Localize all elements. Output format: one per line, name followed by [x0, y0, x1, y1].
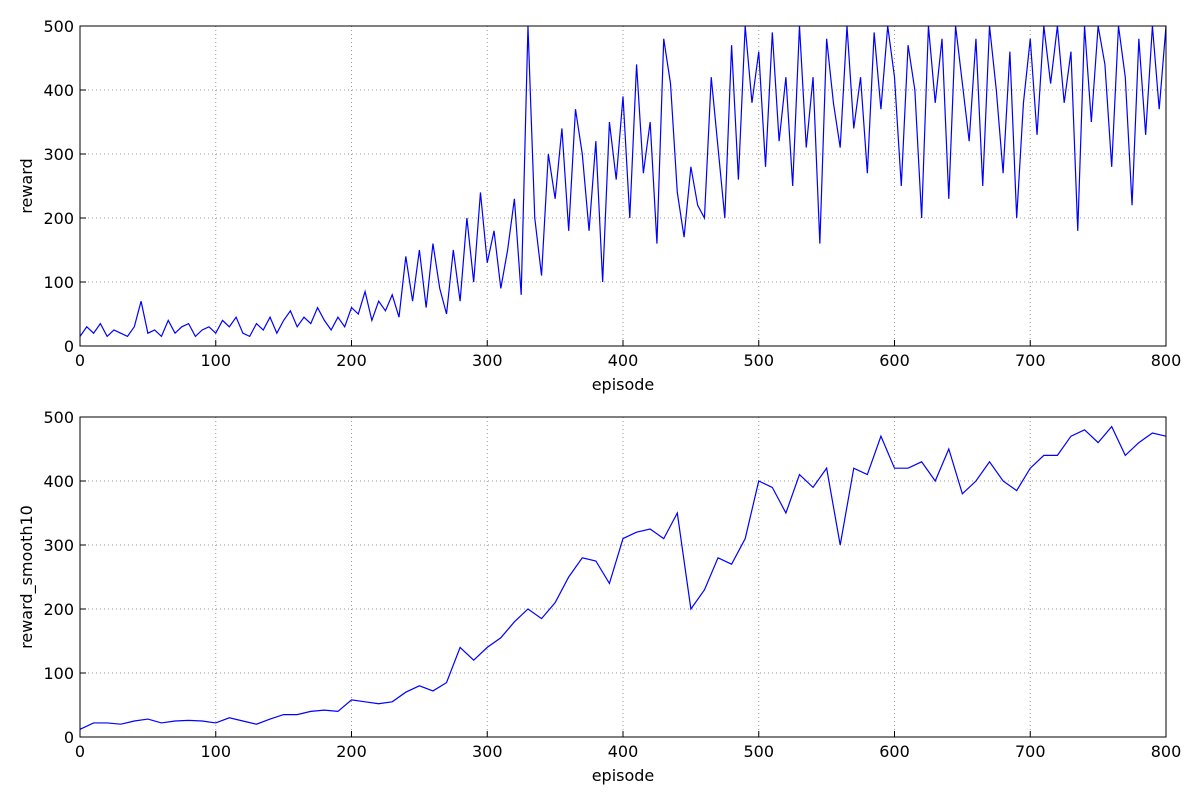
x-tick-label: 700	[1015, 351, 1046, 370]
x-axis-label: episode	[592, 766, 655, 785]
y-tick-label: 400	[43, 81, 74, 100]
x-tick-label: 400	[608, 351, 639, 370]
y-tick-label: 100	[43, 664, 74, 683]
y-tick-label: 0	[64, 728, 74, 747]
y-tick-label: 100	[43, 273, 74, 292]
y-tick-label: 0	[64, 337, 74, 356]
x-tick-label: 800	[1151, 351, 1182, 370]
data-line	[80, 425, 1166, 730]
y-tick-label: 200	[43, 209, 74, 228]
data-line	[80, 26, 1166, 338]
x-tick-label: 500	[743, 351, 774, 370]
x-axis-label: episode	[592, 375, 655, 394]
x-tick-label: 800	[1151, 742, 1182, 761]
y-tick-label: 200	[43, 600, 74, 619]
x-tick-label: 100	[200, 742, 231, 761]
y-tick-label: 400	[43, 472, 74, 491]
y-tick-label: 500	[43, 17, 74, 36]
y-axis-label: reward	[17, 158, 36, 213]
x-tick-label: 100	[200, 351, 231, 370]
x-tick-label: 200	[336, 351, 367, 370]
x-tick-label: 400	[608, 742, 639, 761]
y-tick-label: 500	[43, 408, 74, 427]
plot-area	[80, 425, 1166, 730]
plot-area	[80, 26, 1166, 338]
x-tick-label: 300	[472, 351, 503, 370]
x-tick-label: 600	[879, 742, 910, 761]
x-tick-label: 500	[743, 742, 774, 761]
y-tick-label: 300	[43, 536, 74, 555]
axes-frame	[79, 25, 1167, 347]
x-tick-label: 700	[1015, 742, 1046, 761]
x-tick-label: 300	[472, 742, 503, 761]
x-tick-label: 0	[75, 742, 85, 761]
x-tick-label: 600	[879, 351, 910, 370]
x-tick-label: 0	[75, 351, 85, 370]
y-tick-label: 300	[43, 145, 74, 164]
x-tick-label: 200	[336, 742, 367, 761]
y-axis-label: reward_smooth10	[17, 505, 37, 649]
axes-frame	[79, 416, 1167, 738]
